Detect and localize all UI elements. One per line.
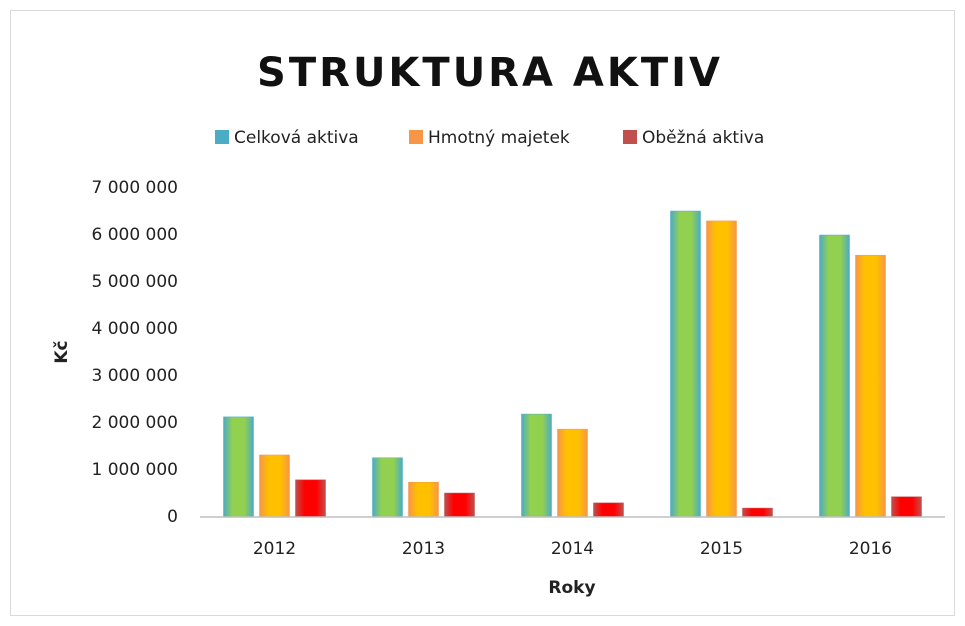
bar (742, 507, 773, 518)
x-tick-label: 2014 (551, 539, 594, 559)
bar (593, 502, 624, 518)
x-tick-label: 2015 (700, 539, 743, 559)
bar (223, 416, 254, 518)
y-tick-label: 7 000 000 (91, 178, 178, 198)
x-tick-label: 2013 (402, 539, 445, 559)
bar (521, 413, 552, 518)
bar (259, 454, 290, 518)
bar (819, 234, 850, 518)
y-tick-label: 5 000 000 (91, 272, 178, 292)
bar (408, 481, 439, 518)
chart-title: STRUKTURA AKTIV (257, 50, 723, 96)
legend-label: Oběžná aktiva (642, 128, 764, 148)
y-tick-label: 0 (167, 507, 178, 527)
legend-swatch (215, 130, 229, 144)
bar (295, 479, 326, 518)
bar (557, 428, 588, 518)
bar (706, 220, 737, 518)
y-tick-label: 4 000 000 (91, 319, 178, 339)
legend-swatch (623, 130, 637, 144)
x-tick-label: 2012 (253, 539, 296, 559)
legend-label: Celková aktiva (234, 128, 359, 148)
bar (891, 496, 922, 518)
bar (372, 457, 403, 518)
y-tick-label: 3 000 000 (91, 366, 178, 386)
bar (444, 492, 475, 518)
bar (670, 210, 701, 518)
x-tick-label: 2016 (849, 539, 892, 559)
bar (855, 254, 886, 518)
legend-label: Hmotný majetek (428, 128, 570, 148)
legend-swatch (409, 130, 423, 144)
y-tick-label: 1 000 000 (91, 460, 178, 480)
y-axis-title: Kč (52, 340, 72, 363)
y-tick-label: 6 000 000 (91, 225, 178, 245)
x-axis-title: Roky (548, 578, 595, 598)
y-tick-label: 2 000 000 (91, 413, 178, 433)
chart-frame (10, 10, 955, 616)
